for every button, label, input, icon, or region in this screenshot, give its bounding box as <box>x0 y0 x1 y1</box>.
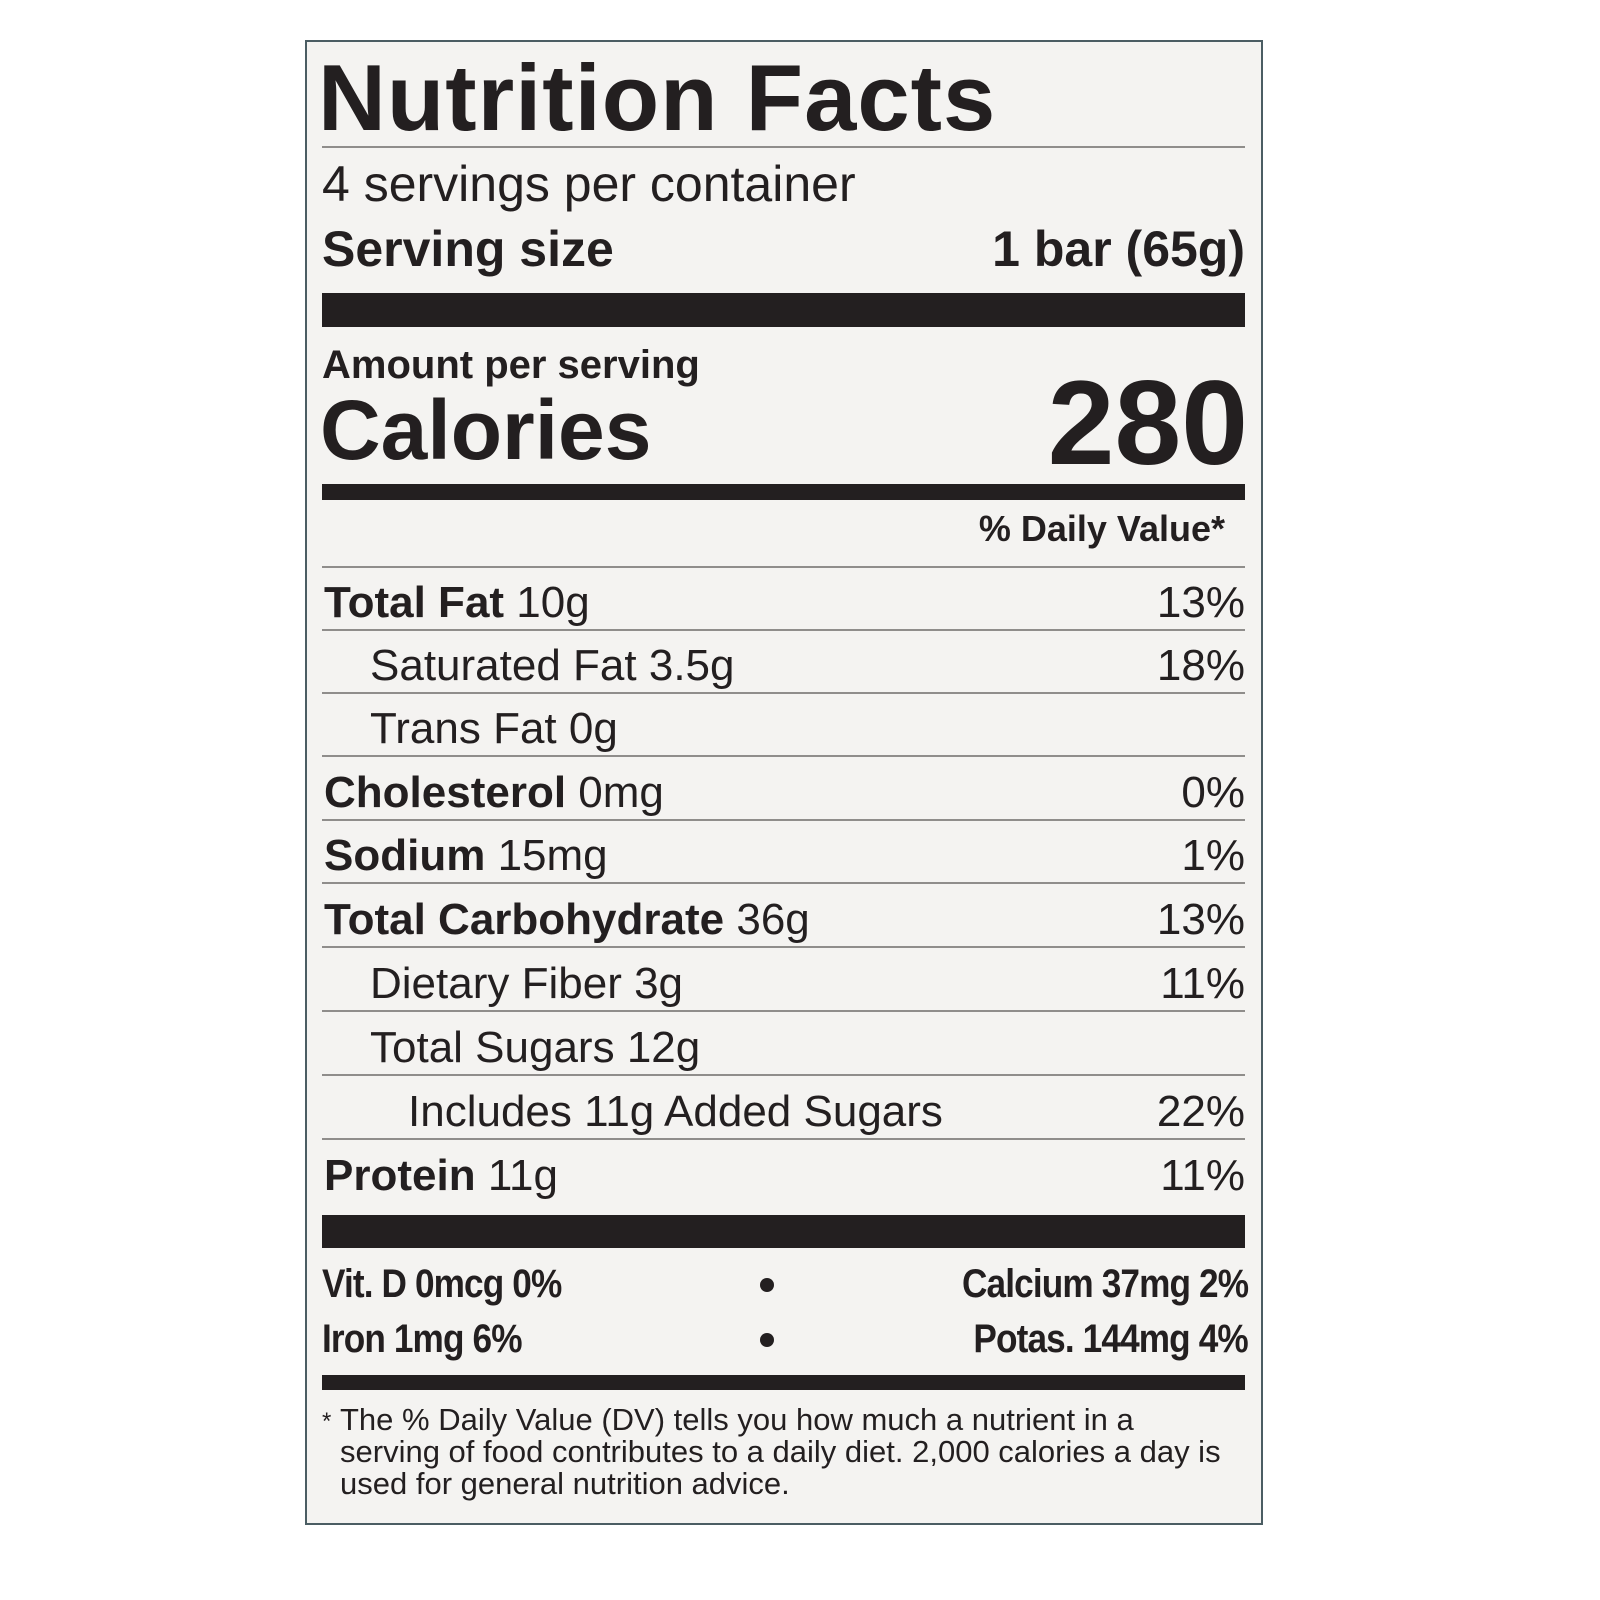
nutrient-row: Sodium 15mg 1% <box>322 821 1245 884</box>
daily-value: 22% <box>1156 1087 1245 1136</box>
nutrient: Dietary Fiber 3g <box>370 949 683 1019</box>
vitamin: Calcium 37mg 2% <box>961 1262 1249 1306</box>
nutrient: Total Fat 10g <box>324 568 590 638</box>
nutrient-amount: 11g <box>487 1151 558 1200</box>
nutrient-row: Includes 11g Added Sugars 22% <box>322 1077 1245 1140</box>
nutrient-row: Saturated Fat 3.5g 18% <box>322 631 1245 694</box>
daily-value: 1% <box>1181 831 1245 880</box>
nutrient-row: Total Sugars 12g <box>322 1013 1245 1076</box>
nutrient: Protein 11g <box>324 1141 558 1211</box>
bullet <box>760 1278 774 1292</box>
vitamin: Potas. 144mg 4% <box>973 1317 1249 1361</box>
nutrient-amount: 0g <box>568 704 618 753</box>
daily-value-header: % Daily Value* <box>978 508 1225 549</box>
nutrient-name: Dietary Fiber <box>370 959 622 1008</box>
nutrient-name: Includes 11g Added Sugars <box>408 1087 943 1136</box>
medium-bar <box>322 1375 1245 1390</box>
daily-value: 13% <box>1156 578 1245 627</box>
daily-value: 11% <box>1160 1151 1245 1200</box>
nutrient: Trans Fat 0g <box>370 694 618 764</box>
nutrient-name: Sodium <box>324 831 486 880</box>
calories-value: 280 <box>1047 356 1248 490</box>
nutrient-amount: 15mg <box>497 831 608 880</box>
nutrient-name: Saturated Fat <box>370 641 637 690</box>
nutrient-row: Cholesterol 0mg 0% <box>322 758 1245 821</box>
amount-per-serving: Amount per serving <box>322 343 700 387</box>
serving-size-label: Serving size <box>322 221 614 277</box>
daily-value: 11% <box>1160 959 1245 1008</box>
nutrient-amount: 12g <box>626 1023 701 1072</box>
serving-size-value: 1 bar (65g) <box>992 221 1245 277</box>
nutrient-name: Cholesterol <box>324 768 567 817</box>
nutrient-name: Total Fat <box>324 578 505 627</box>
nutrient: Total Sugars 12g <box>370 1013 700 1083</box>
nutrient-name: Total Sugars <box>370 1023 615 1072</box>
nutrient-row: Protein 11g 11% <box>322 1141 1245 1204</box>
bullet <box>760 1333 774 1347</box>
nutrient-row: Dietary Fiber 3g 11% <box>322 949 1245 1012</box>
nutrient: Cholesterol 0mg <box>324 758 664 828</box>
title: Nutrition Facts <box>318 45 997 150</box>
vitamin: Vit. D 0mcg 0% <box>322 1262 562 1306</box>
divider <box>322 566 1245 568</box>
nutrient: Sodium 15mg <box>324 821 608 891</box>
nutrient: Total Carbohydrate 36g <box>324 885 810 955</box>
footnote: The % Daily Value (DV) tells you how muc… <box>340 1402 1221 1501</box>
nutrient-amount: 3g <box>634 959 684 1008</box>
nutrient-amount: 36g <box>736 895 810 944</box>
daily-value: 18% <box>1156 641 1245 690</box>
thick-bar <box>322 293 1245 327</box>
nutrient: Saturated Fat 3.5g <box>370 631 734 701</box>
nutrient-row: Total Fat 10g 13% <box>322 568 1245 631</box>
nutrient-amount: 3.5g <box>648 641 735 690</box>
nutrient-amount: 10g <box>516 578 590 627</box>
footnote-mark: * <box>322 1408 332 1435</box>
servings: 4 servings per container <box>322 156 856 212</box>
label-panel <box>305 40 1263 1525</box>
nutrient-row: Trans Fat 0g <box>322 694 1245 757</box>
nutrient-name: Total Carbohydrate <box>324 895 725 944</box>
calories-label: Calories <box>320 383 652 477</box>
divider <box>322 146 1245 148</box>
vitamin: Iron 1mg 6% <box>322 1317 523 1361</box>
nutrient-amount: 0mg <box>578 768 664 817</box>
nutrient-name: Protein <box>324 1151 476 1200</box>
daily-value: 13% <box>1156 895 1245 944</box>
thick-bar <box>322 1215 1245 1248</box>
daily-value: 0% <box>1181 768 1245 817</box>
nutrient-name: Trans Fat <box>370 704 557 753</box>
medium-bar <box>322 484 1245 500</box>
nutrient-row: Total Carbohydrate 36g 13% <box>322 885 1245 948</box>
